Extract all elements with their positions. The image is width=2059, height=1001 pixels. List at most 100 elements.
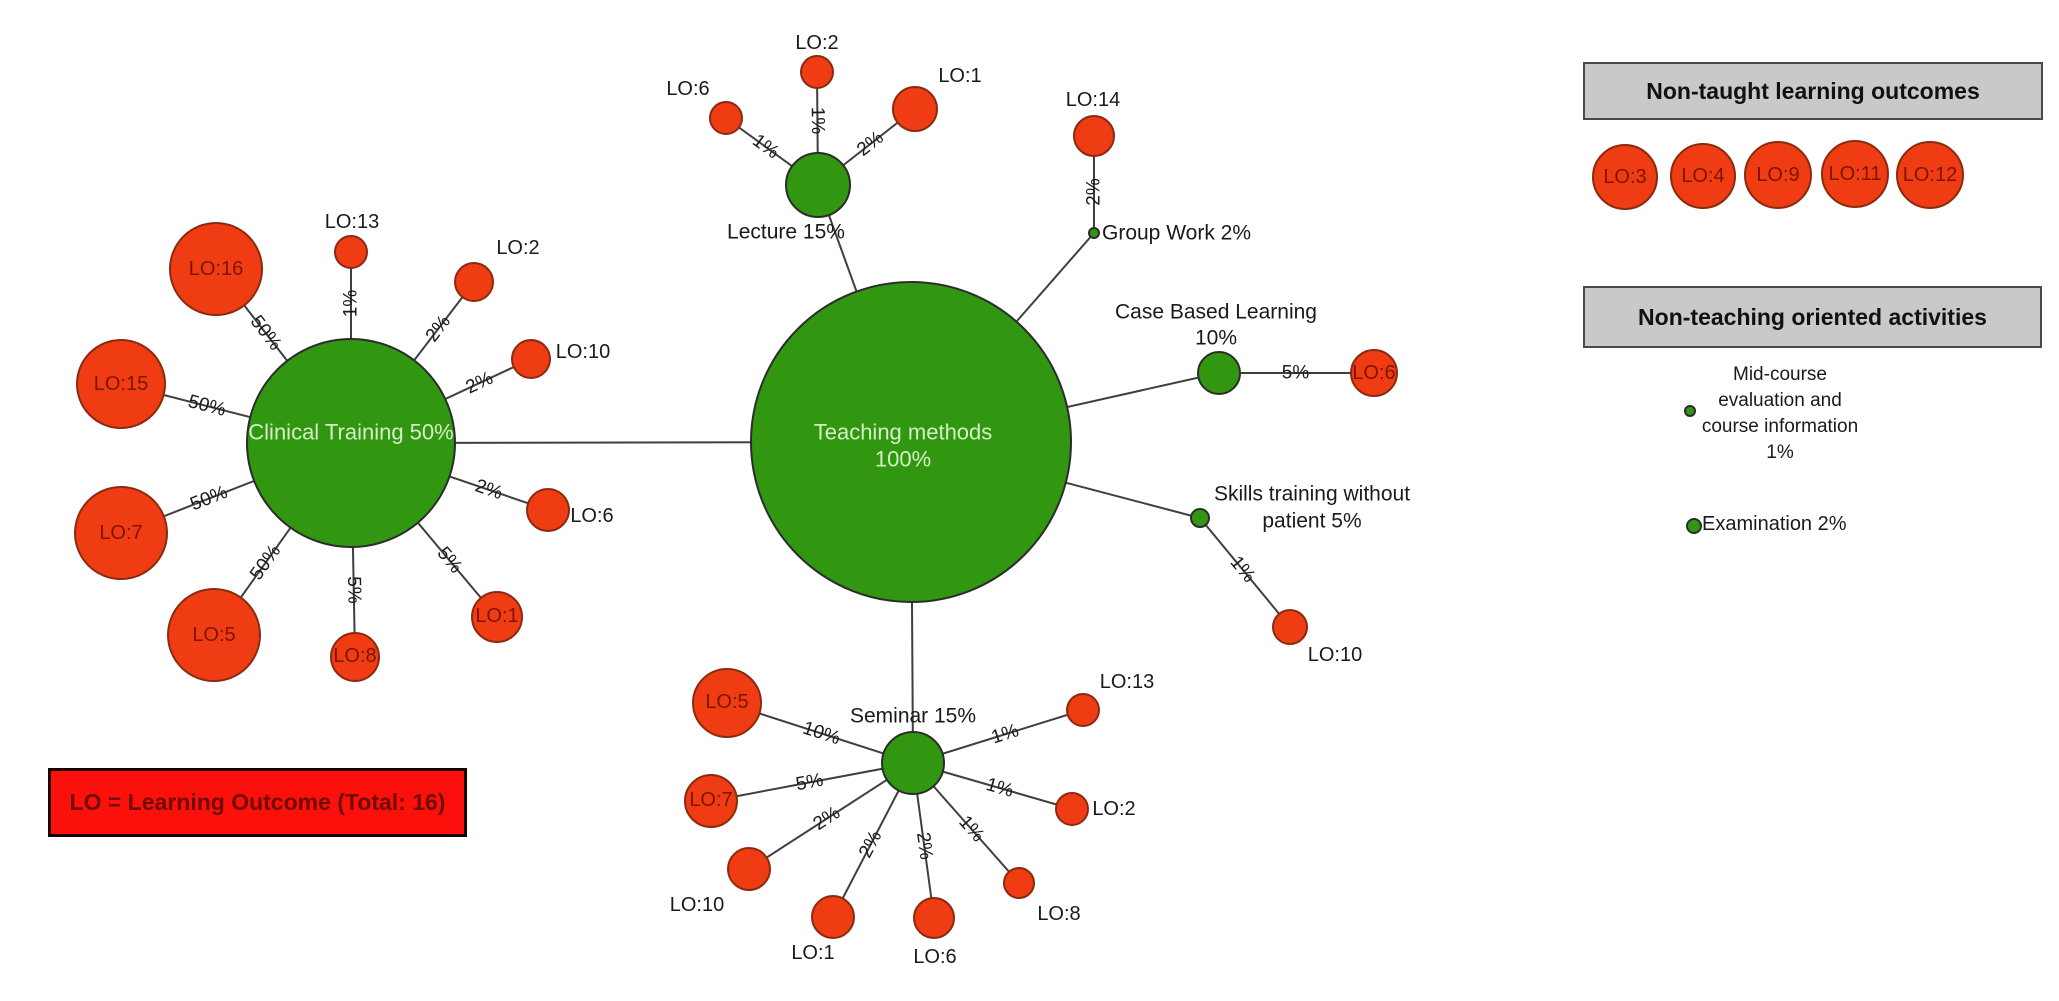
edge-label-lecture-lec_lo2: 1% [807, 107, 828, 135]
node-label-cl_lo2-0: LO:2 [496, 237, 539, 259]
node-nt_lo11 [1821, 140, 1889, 208]
node-label-se_lo5-0: LO:5 [705, 691, 748, 713]
non-teaching-activities-header: Non-teaching oriented activities [1583, 286, 2042, 348]
edge-label-clinical-cl_lo7: 50% [187, 482, 230, 515]
midcourse-evaluation-label: Mid-course evaluation and course informa… [1630, 362, 1930, 466]
node-teaching [750, 281, 1072, 603]
node-lec_lo6 [709, 101, 743, 135]
edge-label-seminar-se_lo6: 2% [912, 831, 937, 861]
node-case [1197, 351, 1241, 395]
non-taught-outcomes-title: Non-taught learning outcomes [1646, 77, 1980, 104]
non-taught-outcomes-header: Non-taught learning outcomes [1583, 62, 2043, 120]
edge-label-seminar-se_lo13: 1% [989, 720, 1022, 748]
node-lo14 [1073, 115, 1115, 157]
node-label-teaching-1: 100% [875, 447, 931, 472]
node-case_lo6 [1350, 349, 1398, 397]
node-cl_lo1 [471, 591, 523, 643]
node-label-nt_lo4-0: LO:4 [1681, 165, 1724, 187]
edge-label-lecture-lec_lo6: 1% [748, 130, 783, 163]
node-nt_lo3 [1592, 144, 1658, 210]
edge-label-clinical-cl_lo13: 1% [341, 290, 362, 318]
midcourse-line-2: evaluation and [1718, 390, 1842, 411]
node-lecture [785, 152, 851, 218]
node-lec_lo1 [892, 86, 938, 132]
node-label-sk_lo10-0: LO:10 [1308, 644, 1362, 666]
node-label-skills-0: Skills training without [1214, 483, 1410, 506]
edge-label-clinical-cl_lo2: 2% [422, 311, 455, 346]
edge-label-case-case_lo6: 5% [1282, 363, 1310, 384]
examination-label: Examination 2% [1702, 513, 1847, 535]
node-label-cl_lo1-0: LO:1 [475, 605, 518, 627]
node-cl_lo5 [167, 588, 261, 682]
midcourse-line-1: Mid-course [1733, 364, 1827, 385]
edge-label-seminar-se_lo5: 10% [800, 718, 843, 750]
node-cl_lo6 [526, 488, 570, 532]
node-skills [1190, 508, 1210, 528]
node-label-nt_lo11-0: LO:11 [1829, 163, 1882, 185]
node-label-skills-1: patient 5% [1262, 510, 1361, 533]
nodes [74, 55, 1964, 939]
node-label-se_lo2-0: LO:2 [1092, 798, 1135, 820]
non-teaching-activities-title: Non-teaching oriented activities [1638, 303, 1987, 330]
node-label-clinical-0: Clinical Training 50% [248, 420, 453, 445]
node-groupwork [1088, 227, 1100, 239]
edge-label-clinical-cl_lo1: 5% [433, 543, 467, 578]
node-exam_dot [1686, 518, 1702, 534]
edge-label-clinical-cl_lo6: 2% [472, 475, 505, 504]
node-midcourse_dot [1684, 405, 1696, 417]
node-cl_lo15 [76, 339, 166, 429]
node-se_lo2 [1055, 792, 1089, 826]
node-label-case-1: 10% [1195, 327, 1237, 350]
node-label-se_lo13-0: LO:13 [1100, 671, 1154, 693]
edge-seminar-se_lo10 [748, 762, 914, 870]
node-label-se_lo6-0: LO:6 [913, 946, 956, 968]
node-label-lec_lo6-0: LO:6 [666, 78, 709, 100]
edge-skills-sk_lo10 [1199, 517, 1291, 628]
edge-label-skills-sk_lo10: 1% [1226, 552, 1260, 587]
edge-label-clinical-cl_lo16: 50% [246, 312, 286, 355]
node-sk_lo10 [1272, 609, 1308, 645]
edge-label-lecture-lec_lo1: 2% [853, 127, 888, 161]
node-label-case_lo6-0: LO:6 [1352, 362, 1395, 384]
node-lec_lo2 [800, 55, 834, 89]
edge-seminar-se_lo7 [710, 762, 914, 802]
node-clinical [246, 338, 456, 548]
node-se_lo10 [727, 847, 771, 891]
node-label-nt_lo9-0: LO:9 [1756, 164, 1799, 186]
node-se_lo1 [811, 895, 855, 939]
node-cl_lo13 [334, 235, 368, 269]
node-se_lo13 [1066, 693, 1100, 727]
edge-label-clinical-cl_lo15: 50% [186, 391, 228, 421]
edge-label-seminar-se_lo1: 2% [855, 827, 886, 861]
node-label-lo14-0: LO:14 [1066, 89, 1120, 111]
node-label-case-0: Case Based Learning [1115, 301, 1317, 324]
node-nt_lo4 [1670, 143, 1736, 209]
midcourse-line-3: course information [1701, 416, 1859, 437]
edge-label-clinical-cl_lo8: 5% [343, 576, 365, 604]
node-label-lecture-0: Lecture 15% [727, 221, 845, 244]
node-label-lec_lo1-0: LO:1 [938, 65, 981, 87]
node-cl_lo2 [454, 262, 494, 302]
node-label-cl_lo16-0: LO:16 [189, 258, 243, 280]
node-label-se_lo10-0: LO:10 [670, 894, 724, 916]
node-label-groupwork-0: Group Work 2% [1102, 222, 1251, 245]
node-cl_lo8 [330, 632, 380, 682]
node-se_lo6 [913, 897, 955, 939]
node-label-cl_lo8-0: LO:8 [333, 645, 376, 667]
node-label-nt_lo12-0: LO:12 [1903, 164, 1957, 186]
node-se_lo8 [1003, 867, 1035, 899]
node-cl_lo7 [74, 486, 168, 580]
node-seminar [881, 731, 945, 795]
node-label-se_lo1-0: LO:1 [791, 942, 834, 964]
node-label-cl_lo13-0: LO:13 [325, 211, 379, 233]
node-nt_lo12 [1896, 141, 1964, 209]
node-label-cl_lo15-0: LO:15 [94, 373, 148, 395]
node-label-cl_lo10-0: LO:10 [556, 341, 610, 363]
midcourse-line-4: 1% [1766, 442, 1794, 463]
lo-legend-box: LO = Learning Outcome (Total: 16) [48, 768, 467, 837]
node-label-cl_lo5-0: LO:5 [192, 624, 235, 646]
node-nt_lo9 [1744, 141, 1812, 209]
node-label-se_lo8-0: LO:8 [1037, 903, 1080, 925]
edge-label-clinical-cl_lo10: 2% [463, 368, 497, 399]
